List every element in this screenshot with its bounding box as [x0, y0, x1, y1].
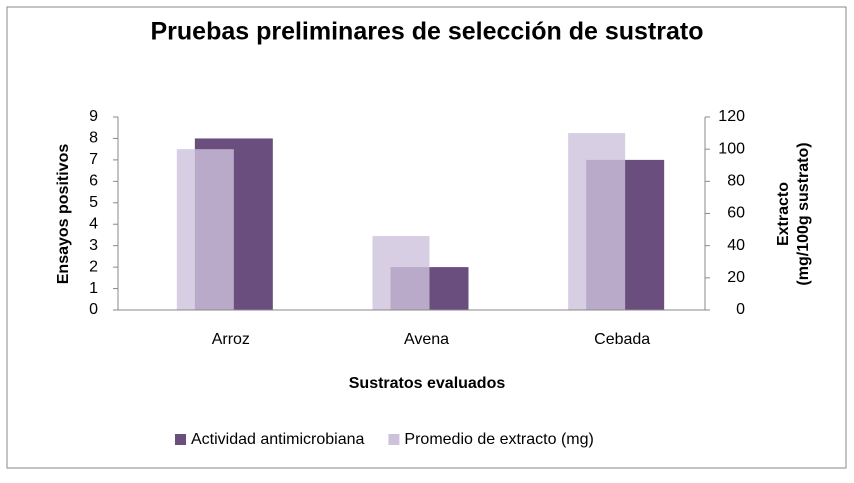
y2-tick-label: 60	[727, 205, 745, 222]
legend-label: Promedio de extracto (mg)	[404, 431, 593, 448]
y-tick-label: 8	[89, 130, 98, 147]
x-tick-label: Avena	[404, 331, 449, 348]
y-tick-label: 0	[89, 301, 98, 318]
bar	[372, 236, 430, 310]
y2-tick-label: 20	[727, 269, 745, 286]
y-tick-label: 1	[89, 280, 98, 297]
y-tick-label: 5	[89, 194, 98, 211]
y-tick-label: 9	[89, 108, 98, 125]
x-tick-label: Arroz	[212, 331, 250, 348]
y2-tick-label: 0	[736, 301, 745, 318]
x-tick-label: Cebada	[594, 331, 650, 348]
y-tick-label: 4	[89, 215, 98, 232]
y-tick-label: 3	[89, 237, 98, 254]
y2-tick-label: 40	[727, 237, 745, 254]
legend-label: Actividad antimicrobiana	[191, 431, 365, 448]
bar	[176, 149, 234, 310]
chart-title: Pruebas preliminares de selección de sus…	[150, 18, 703, 46]
y2-tick-label: 80	[727, 173, 745, 190]
x-axis-title: Sustratos evaluados	[349, 375, 506, 392]
y-tick-label: 6	[89, 173, 98, 190]
legend-swatch	[388, 434, 400, 445]
y2-axis-title: Extracto	[775, 182, 792, 246]
y-tick-label: 7	[89, 151, 98, 168]
bar	[568, 133, 626, 310]
y-axis-title: Ensayos positivos	[55, 144, 72, 285]
y2-tick-label: 100	[718, 140, 745, 157]
y2-tick-label: 120	[718, 108, 745, 125]
legend-swatch	[175, 434, 186, 445]
y-tick-label: 2	[89, 258, 98, 275]
y2-axis-title: (mg/100g sustrato)	[795, 142, 812, 285]
